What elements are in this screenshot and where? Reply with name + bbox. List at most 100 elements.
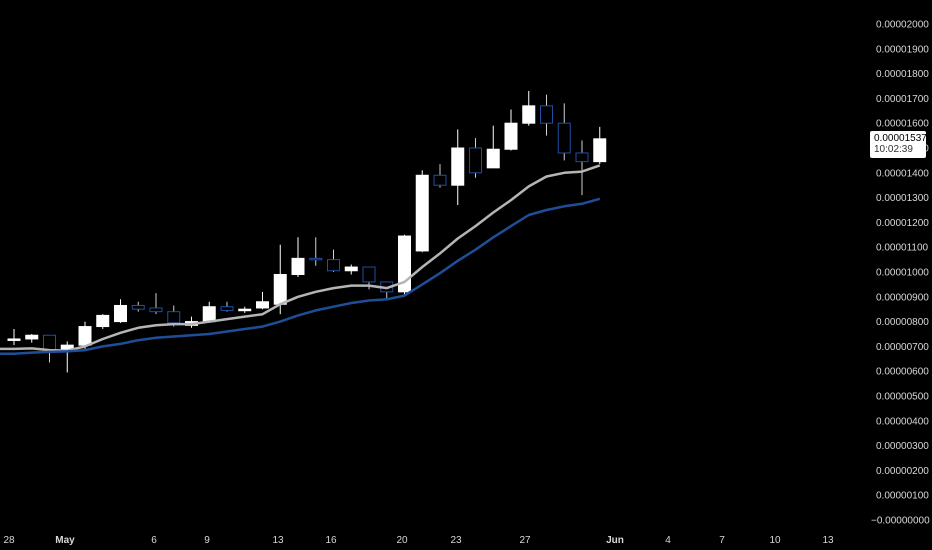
candle-down[interactable]	[131, 301, 145, 312]
x-tick-label: 13	[822, 535, 834, 546]
candle-up[interactable]	[114, 299, 127, 323]
y-tick-label: 0.00001200	[876, 218, 929, 229]
y-tick-label: 0.00001100	[876, 243, 929, 254]
y-tick-label: 0.00001900	[876, 44, 929, 55]
candle-up[interactable]	[344, 264, 358, 275]
candle-up[interactable]	[7, 329, 21, 346]
candle-body	[593, 138, 607, 163]
y-tick-label: 0.00000700	[876, 342, 929, 353]
candle-up[interactable]	[256, 291, 269, 310]
candle-up[interactable]	[60, 341, 74, 373]
x-axis[interactable]: 28 May 6 9 13 16 20 23 27 Jun 4 7 10 13	[3, 535, 834, 546]
candle-up[interactable]	[522, 90, 536, 126]
last-price-tag: 0.00001537 10:02:39	[870, 131, 927, 158]
candle-body	[327, 259, 340, 272]
y-tick-label: 0.00000300	[876, 441, 929, 452]
x-tick-label: 16	[325, 535, 337, 546]
x-tick-label: 13	[272, 535, 284, 546]
candle-body	[202, 306, 216, 323]
candle-body	[149, 307, 163, 313]
candle-body	[78, 326, 92, 346]
candle-body	[504, 122, 518, 150]
y-tick-label: 0.00000800	[876, 317, 929, 328]
candle-up[interactable]	[415, 170, 429, 253]
candle-up[interactable]	[185, 316, 198, 328]
y-tick-label: 0.00000200	[876, 466, 929, 477]
candle-up[interactable]	[504, 109, 518, 151]
ma-slow-line	[0, 197, 601, 356]
candle-up[interactable]	[273, 244, 287, 315]
y-tick-label: 0.00000100	[876, 491, 929, 502]
candle-body	[273, 273, 287, 305]
candle-body	[256, 301, 269, 309]
y-tick-label: 0.00001700	[876, 94, 929, 105]
x-tick-label: Jun	[606, 535, 624, 546]
candle-body	[238, 308, 252, 312]
candle-up[interactable]	[398, 234, 411, 296]
candle-up[interactable]	[593, 126, 607, 165]
y-tick-label: −0.00000000	[871, 516, 930, 527]
y-tick-label: 0.00000400	[876, 416, 929, 427]
y-tick-label: 0.00001400	[876, 168, 929, 179]
ma-fast-line	[0, 164, 601, 352]
x-tick-label: 7	[719, 535, 725, 546]
x-tick-label: 10	[769, 535, 781, 546]
y-tick-label: 0.00001800	[876, 69, 929, 80]
candle-body	[575, 152, 589, 163]
y-tick-label: 0.00000600	[876, 367, 929, 378]
candle-up[interactable]	[202, 301, 216, 323]
x-tick-label: 28	[3, 535, 15, 546]
candle-countdown: 10:02:39	[874, 144, 913, 155]
candle-body	[220, 306, 234, 311]
x-tick-label: 20	[396, 535, 408, 546]
candle-body	[522, 105, 536, 124]
y-tick-label: 0.00001000	[876, 268, 929, 279]
candle-body	[344, 266, 358, 272]
candle-down[interactable]	[327, 249, 340, 272]
candle-down[interactable]	[469, 138, 482, 178]
x-tick-label: 6	[151, 535, 157, 546]
candle-up[interactable]	[486, 125, 500, 169]
candle-up[interactable]	[25, 334, 39, 343]
y-tick-label: 0.00001300	[876, 193, 929, 204]
candle-body	[540, 105, 553, 124]
last-price-value: 0.00001537	[874, 133, 927, 144]
candle-body	[96, 314, 110, 328]
candle-down[interactable]	[309, 237, 323, 266]
candle-up[interactable]	[451, 129, 465, 206]
x-tick-label: 23	[450, 535, 462, 546]
candle-down[interactable]	[557, 103, 571, 161]
candle-down[interactable]	[575, 140, 589, 196]
y-tick-label: 0.00000500	[876, 392, 929, 403]
candle-body	[309, 257, 323, 261]
candle-up[interactable]	[96, 314, 110, 330]
moving-averages-layer	[0, 164, 601, 356]
candle-body	[557, 122, 571, 154]
candle-body	[131, 304, 145, 310]
candle-body	[362, 266, 376, 283]
y-axis[interactable]: 0.00002000 0.00001900 0.00001800 0.00001700…	[871, 20, 930, 527]
y-tick-label: 0.00001600	[876, 119, 929, 130]
candle-up[interactable]	[238, 306, 252, 313]
candle-down[interactable]	[540, 94, 553, 136]
candle-body	[415, 174, 429, 252]
candle-body	[291, 257, 305, 275]
candle-up[interactable]	[291, 237, 305, 277]
x-tick-label: May	[55, 535, 75, 546]
candle-body	[486, 148, 500, 169]
candle-down[interactable]	[433, 164, 447, 188]
candle-body	[433, 174, 447, 186]
candle-body	[114, 304, 127, 323]
candle-body	[451, 147, 465, 186]
candle-down[interactable]	[149, 293, 163, 315]
candle-body	[7, 338, 21, 341]
y-tick-label: 0.00002000	[876, 20, 929, 31]
x-tick-label: 4	[665, 535, 671, 546]
x-tick-label: 27	[519, 535, 531, 546]
candle-down[interactable]	[220, 301, 234, 312]
candles-layer	[7, 90, 607, 373]
candle-body	[469, 147, 482, 174]
y-tick-label: 0.00000900	[876, 292, 929, 303]
x-tick-label: 9	[204, 535, 210, 546]
